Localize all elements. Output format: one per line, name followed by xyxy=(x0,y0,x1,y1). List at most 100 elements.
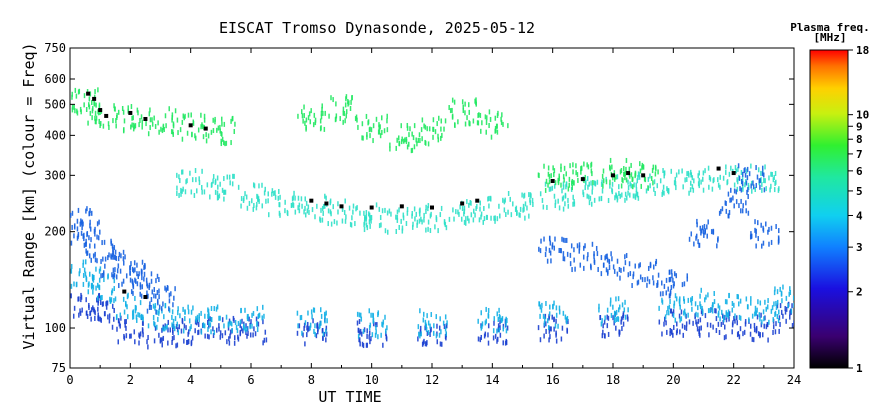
echo-mark xyxy=(686,176,688,182)
echo-mark xyxy=(335,116,337,122)
echo-mark xyxy=(621,192,623,198)
echo-mark xyxy=(177,130,179,136)
echo-mark xyxy=(487,323,490,329)
echo-mark xyxy=(474,212,476,218)
echo-mark xyxy=(749,234,752,240)
echo-mark xyxy=(366,333,368,339)
echo-mark xyxy=(359,330,361,336)
echo-mark xyxy=(614,195,616,201)
echo-mark xyxy=(531,197,534,203)
echo-mark xyxy=(253,183,256,189)
echo-mark xyxy=(784,306,786,312)
echo-mark xyxy=(480,214,482,220)
echo-mark xyxy=(437,133,439,139)
echo-mark xyxy=(187,112,190,118)
echo-mark xyxy=(502,326,505,332)
echo-mark xyxy=(85,248,87,254)
echo-mark xyxy=(736,315,738,321)
echo-mark xyxy=(216,190,219,196)
echo-mark xyxy=(228,336,230,342)
echo-mark xyxy=(347,101,349,107)
echo-mark xyxy=(619,193,621,199)
echo-mark xyxy=(408,141,410,147)
echo-mark xyxy=(591,184,594,190)
echo-mark xyxy=(571,180,573,186)
echo-mark xyxy=(544,313,547,319)
echo-mark xyxy=(127,105,129,111)
echo-mark xyxy=(438,115,440,121)
echo-mark xyxy=(575,170,577,176)
echo-mark xyxy=(296,310,299,316)
echo-mark xyxy=(555,318,557,324)
echo-mark xyxy=(718,329,721,335)
echo-mark xyxy=(176,185,178,191)
echo-mark xyxy=(215,306,218,312)
echo-mark xyxy=(488,195,490,201)
echo-mark xyxy=(743,329,746,335)
echo-mark xyxy=(727,313,730,319)
echo-mark xyxy=(750,300,752,306)
echo-mark xyxy=(322,203,325,209)
echo-mark xyxy=(185,325,187,331)
echo-mark xyxy=(700,230,702,236)
echo-mark xyxy=(620,316,623,322)
echo-mark xyxy=(194,135,197,141)
colorbar-tick-label: 5 xyxy=(856,185,863,198)
echo-mark xyxy=(717,310,720,316)
echo-mark xyxy=(439,212,442,218)
echo-mark xyxy=(323,331,326,337)
echo-mark xyxy=(464,121,467,127)
echo-mark xyxy=(538,301,541,307)
echo-mark xyxy=(130,289,133,295)
x-tick-label: 20 xyxy=(666,373,680,387)
echo-mark xyxy=(668,304,671,310)
echo-mark xyxy=(708,184,710,190)
echo-mark xyxy=(245,194,248,200)
echo-mark xyxy=(691,175,694,181)
echo-mark xyxy=(432,134,434,140)
echo-mark xyxy=(560,248,562,254)
echo-mark xyxy=(453,216,455,222)
plot-area: 0 2 4 6 8 10 12 14 16 18 20 22 24 751002003004005006… xyxy=(44,41,801,387)
x-axis-label: UT TIME xyxy=(318,388,381,406)
echo-mark xyxy=(543,236,545,242)
echo-mark xyxy=(410,148,413,154)
echo-mark xyxy=(237,321,240,327)
echo-mark xyxy=(619,169,622,175)
echo-mark xyxy=(601,188,604,194)
echo-mark xyxy=(181,136,184,142)
echo-mark xyxy=(70,268,73,274)
echo-mark xyxy=(362,135,364,141)
echo-mark xyxy=(136,281,139,287)
echo-mark xyxy=(666,310,668,316)
echo-mark xyxy=(153,320,155,326)
echo-mark xyxy=(555,330,557,336)
echo-mark xyxy=(769,187,771,193)
echo-mark xyxy=(674,293,677,299)
echo-mark xyxy=(425,326,428,332)
echo-mark xyxy=(411,211,413,217)
echo-mark xyxy=(621,302,624,308)
echo-mark xyxy=(579,262,582,268)
echo-mark xyxy=(590,201,593,207)
echo-mark xyxy=(158,129,160,135)
echo-mark xyxy=(628,173,631,179)
echo-mark xyxy=(639,262,641,268)
echo-mark xyxy=(757,236,759,242)
echo-mark xyxy=(87,120,89,126)
echo-mark xyxy=(503,207,506,213)
echo-mark xyxy=(472,208,475,214)
echo-mark xyxy=(782,313,784,319)
echo-mark xyxy=(139,300,142,306)
echo-mark xyxy=(587,252,589,258)
echo-mark xyxy=(164,302,167,308)
echo-mark xyxy=(184,189,187,195)
echo-mark xyxy=(760,322,763,328)
echo-mark xyxy=(547,165,550,171)
echo-mark xyxy=(172,129,174,135)
echo-mark xyxy=(384,314,386,320)
echo-mark xyxy=(532,202,534,208)
echo-mark xyxy=(747,185,750,191)
echo-mark xyxy=(142,320,144,326)
echo-mark xyxy=(638,174,641,180)
